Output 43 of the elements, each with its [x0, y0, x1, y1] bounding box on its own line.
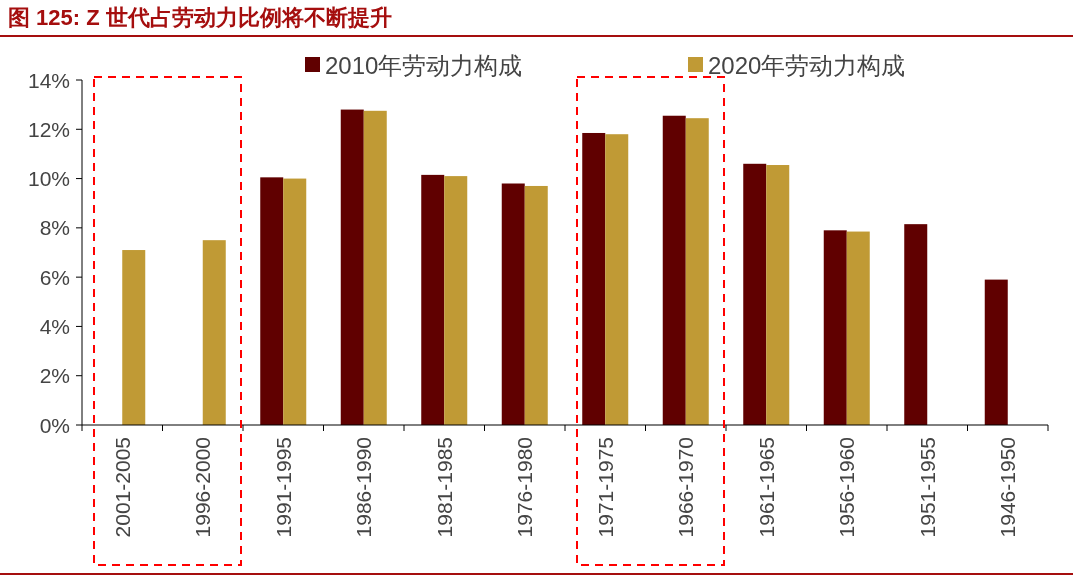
bar [363, 110, 387, 425]
legend-label: 2010年劳动力构成 [325, 51, 523, 79]
x-tick-label: 1986-1990 [352, 437, 376, 538]
x-tick-label: 1996-2000 [191, 437, 215, 538]
bar [605, 134, 629, 425]
bar [501, 183, 525, 425]
y-tick-label: 4% [39, 314, 70, 338]
bar [444, 176, 468, 425]
bar [524, 185, 548, 425]
x-tick-label: 1956-1960 [835, 437, 859, 538]
y-tick-label: 2% [39, 364, 70, 388]
x-tick-label: 1951-1955 [915, 437, 939, 538]
bar [202, 240, 226, 425]
bar [340, 109, 364, 425]
bar [984, 279, 1008, 425]
x-tick-label: 1971-1975 [593, 437, 617, 538]
x-tick-label: 2001-2005 [110, 437, 134, 538]
bar [766, 165, 790, 425]
y-tick-label: 14% [27, 68, 70, 92]
x-tick-label: 1961-1965 [754, 437, 778, 538]
legend-label: 2020年劳动力构成 [708, 51, 906, 79]
bar [283, 178, 307, 425]
bar [122, 250, 146, 425]
bar [685, 118, 709, 425]
x-tick-label: 1981-1985 [432, 437, 456, 538]
y-tick-label: 10% [27, 167, 70, 191]
bar [421, 174, 445, 425]
bar [823, 230, 847, 425]
bar [743, 163, 767, 425]
bar [904, 224, 928, 425]
bar [662, 115, 686, 425]
x-tick-label: 1991-1995 [271, 437, 295, 538]
bar [260, 177, 284, 425]
chart-title: 图 125: Z 世代占劳动力比例将不断提升 [8, 5, 392, 30]
x-tick-label: 1946-1950 [996, 437, 1020, 538]
x-tick-label: 1976-1980 [513, 437, 537, 538]
y-tick-label: 8% [39, 216, 70, 240]
bar [582, 132, 606, 425]
y-tick-label: 0% [39, 413, 70, 437]
y-tick-label: 12% [27, 117, 70, 141]
x-tick-label: 1966-1970 [674, 437, 698, 538]
y-tick-label: 6% [39, 265, 70, 289]
bar [846, 231, 870, 425]
